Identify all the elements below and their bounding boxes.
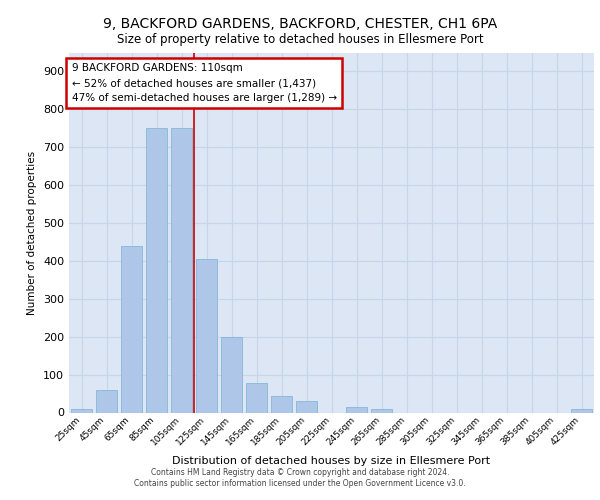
Text: Contains HM Land Registry data © Crown copyright and database right 2024.
Contai: Contains HM Land Registry data © Crown c… bbox=[134, 468, 466, 487]
X-axis label: Distribution of detached houses by size in Ellesmere Port: Distribution of detached houses by size … bbox=[172, 456, 491, 466]
Bar bbox=[196, 259, 217, 412]
Bar bbox=[221, 336, 242, 412]
Bar bbox=[96, 390, 117, 412]
Bar bbox=[71, 408, 92, 412]
Text: 9 BACKFORD GARDENS: 110sqm
← 52% of detached houses are smaller (1,437)
47% of s: 9 BACKFORD GARDENS: 110sqm ← 52% of deta… bbox=[71, 64, 337, 103]
Bar bbox=[296, 401, 317, 412]
Text: 9, BACKFORD GARDENS, BACKFORD, CHESTER, CH1 6PA: 9, BACKFORD GARDENS, BACKFORD, CHESTER, … bbox=[103, 18, 497, 32]
Bar bbox=[271, 396, 292, 412]
Bar bbox=[121, 246, 142, 412]
Bar bbox=[571, 410, 592, 412]
Bar bbox=[371, 408, 392, 412]
Bar bbox=[146, 128, 167, 412]
Text: Size of property relative to detached houses in Ellesmere Port: Size of property relative to detached ho… bbox=[116, 32, 484, 46]
Bar bbox=[246, 383, 267, 412]
Y-axis label: Number of detached properties: Number of detached properties bbox=[28, 150, 37, 314]
Bar bbox=[171, 128, 192, 412]
Bar bbox=[346, 407, 367, 412]
